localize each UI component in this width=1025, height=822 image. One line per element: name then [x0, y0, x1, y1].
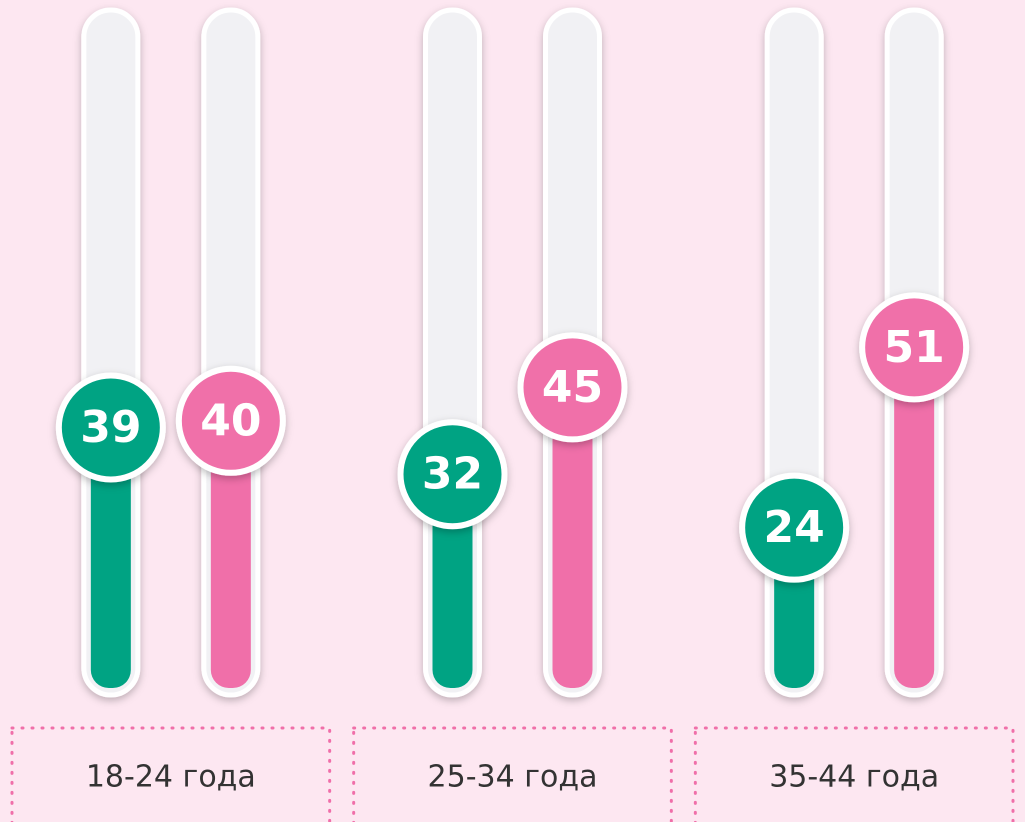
value-label: 24	[764, 502, 825, 553]
knob	[55, 372, 166, 483]
bar	[90, 427, 131, 688]
category-label: 35-44 года	[769, 760, 939, 795]
value-label: 45	[542, 362, 603, 413]
value-label: 39	[80, 402, 141, 453]
value-label: 51	[884, 322, 945, 373]
bar	[210, 420, 251, 688]
bar	[894, 347, 935, 688]
knob	[739, 472, 850, 583]
category-label: 18-24 года	[86, 760, 256, 795]
category-box	[693, 726, 1015, 822]
category-box	[10, 726, 332, 822]
knob	[175, 365, 286, 476]
category-label: 25-34 года	[428, 760, 598, 795]
value-label: 40	[200, 395, 261, 446]
bar	[552, 387, 593, 688]
value-label: 32	[422, 449, 483, 500]
category-box	[352, 726, 673, 822]
knob	[859, 292, 970, 403]
knob	[397, 419, 508, 530]
knob	[517, 332, 628, 443]
